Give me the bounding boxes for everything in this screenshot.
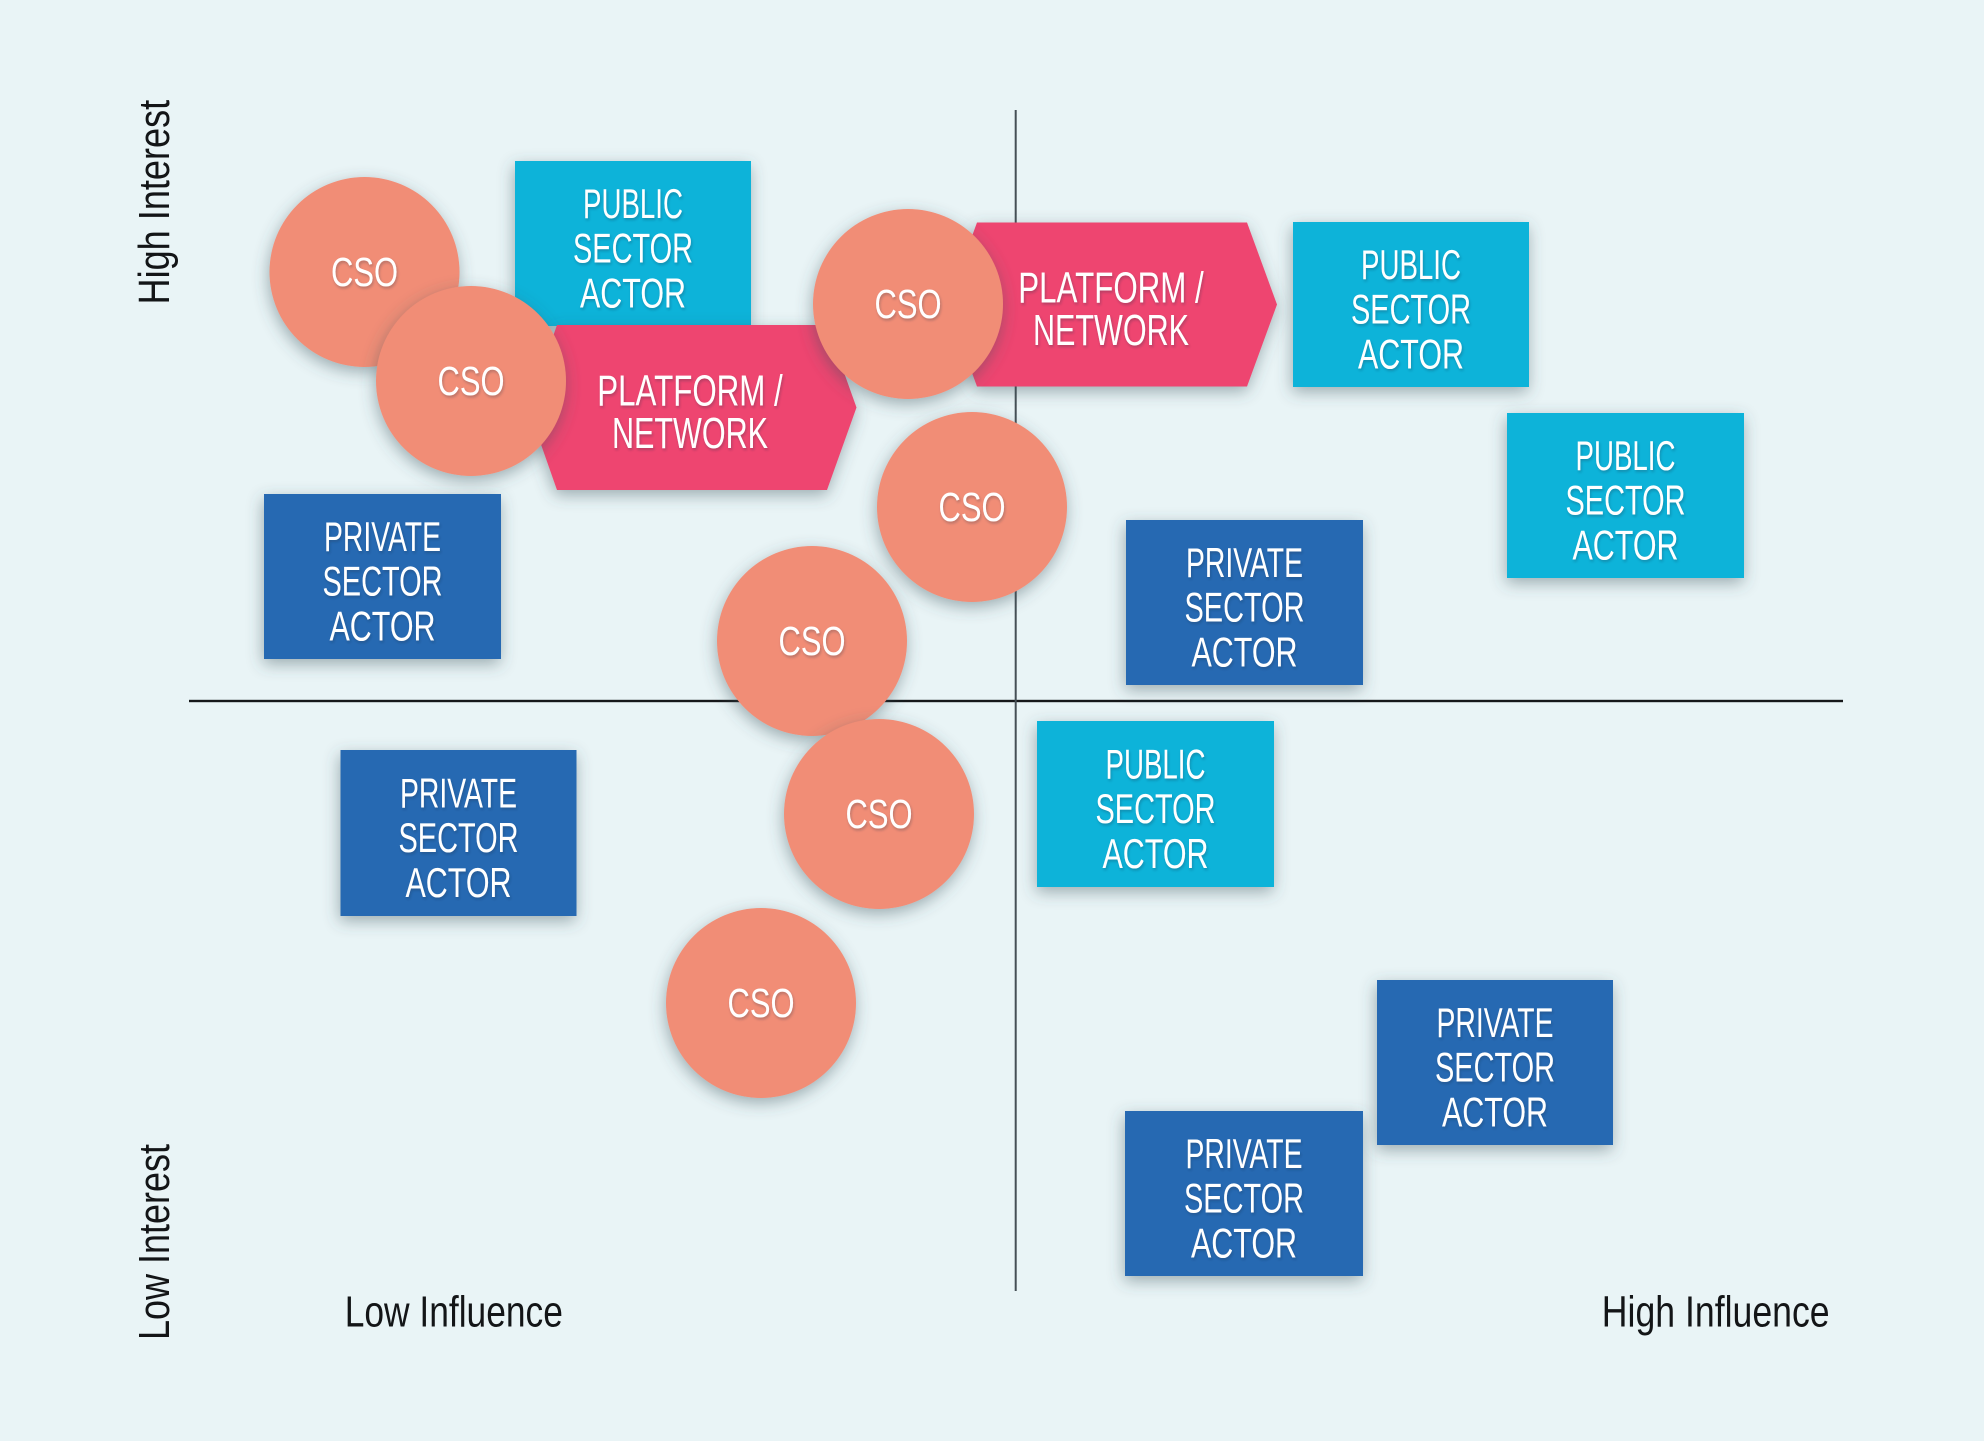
svg-text:SECTOR: SECTOR bbox=[1435, 1044, 1555, 1091]
svg-text:Low Influence: Low Influence bbox=[345, 1289, 563, 1337]
svg-text:SECTOR: SECTOR bbox=[573, 225, 693, 272]
svg-text:High Influence: High Influence bbox=[1602, 1288, 1830, 1336]
svg-text:PUBLIC: PUBLIC bbox=[583, 180, 683, 227]
svg-text:SECTOR: SECTOR bbox=[399, 814, 519, 861]
svg-text:CSO: CSO bbox=[939, 484, 1006, 530]
svg-text:SECTOR: SECTOR bbox=[323, 558, 443, 605]
svg-text:ACTOR: ACTOR bbox=[1191, 1219, 1297, 1266]
svg-text:CSO: CSO bbox=[779, 618, 846, 664]
svg-text:ACTOR: ACTOR bbox=[1442, 1088, 1548, 1135]
svg-text:CSO: CSO bbox=[438, 358, 505, 404]
svg-text:SECTOR: SECTOR bbox=[1184, 1175, 1304, 1222]
svg-text:SECTOR: SECTOR bbox=[1351, 286, 1471, 333]
svg-text:Low Interest: Low Interest bbox=[131, 1144, 179, 1340]
svg-text:NETWORK: NETWORK bbox=[612, 409, 768, 458]
svg-text:SECTOR: SECTOR bbox=[1185, 584, 1305, 631]
svg-text:PUBLIC: PUBLIC bbox=[1361, 241, 1461, 288]
svg-text:ACTOR: ACTOR bbox=[1192, 628, 1298, 675]
svg-text:CSO: CSO bbox=[875, 281, 942, 327]
svg-text:CSO: CSO bbox=[331, 249, 398, 295]
svg-text:PRIVATE: PRIVATE bbox=[1186, 539, 1303, 586]
svg-text:SECTOR: SECTOR bbox=[1566, 477, 1686, 524]
svg-text:PRIVATE: PRIVATE bbox=[1437, 999, 1554, 1046]
svg-text:High Interest: High Interest bbox=[131, 100, 179, 305]
svg-text:PRIVATE: PRIVATE bbox=[1186, 1130, 1303, 1177]
svg-text:ACTOR: ACTOR bbox=[1358, 330, 1464, 377]
svg-text:CSO: CSO bbox=[846, 791, 913, 837]
svg-text:SECTOR: SECTOR bbox=[1096, 785, 1216, 832]
svg-text:PRIVATE: PRIVATE bbox=[400, 770, 517, 817]
svg-text:PLATFORM /: PLATFORM / bbox=[1018, 264, 1204, 313]
svg-text:PUBLIC: PUBLIC bbox=[1576, 432, 1676, 479]
svg-text:ACTOR: ACTOR bbox=[406, 859, 512, 906]
svg-text:CSO: CSO bbox=[728, 980, 795, 1026]
svg-text:ACTOR: ACTOR bbox=[1573, 521, 1679, 568]
svg-text:ACTOR: ACTOR bbox=[1103, 830, 1209, 877]
svg-text:NETWORK: NETWORK bbox=[1033, 306, 1189, 355]
svg-text:ACTOR: ACTOR bbox=[330, 602, 436, 649]
svg-text:PUBLIC: PUBLIC bbox=[1106, 741, 1206, 788]
svg-text:ACTOR: ACTOR bbox=[580, 269, 686, 316]
svg-text:PLATFORM /: PLATFORM / bbox=[597, 367, 783, 416]
svg-text:PRIVATE: PRIVATE bbox=[324, 513, 441, 560]
